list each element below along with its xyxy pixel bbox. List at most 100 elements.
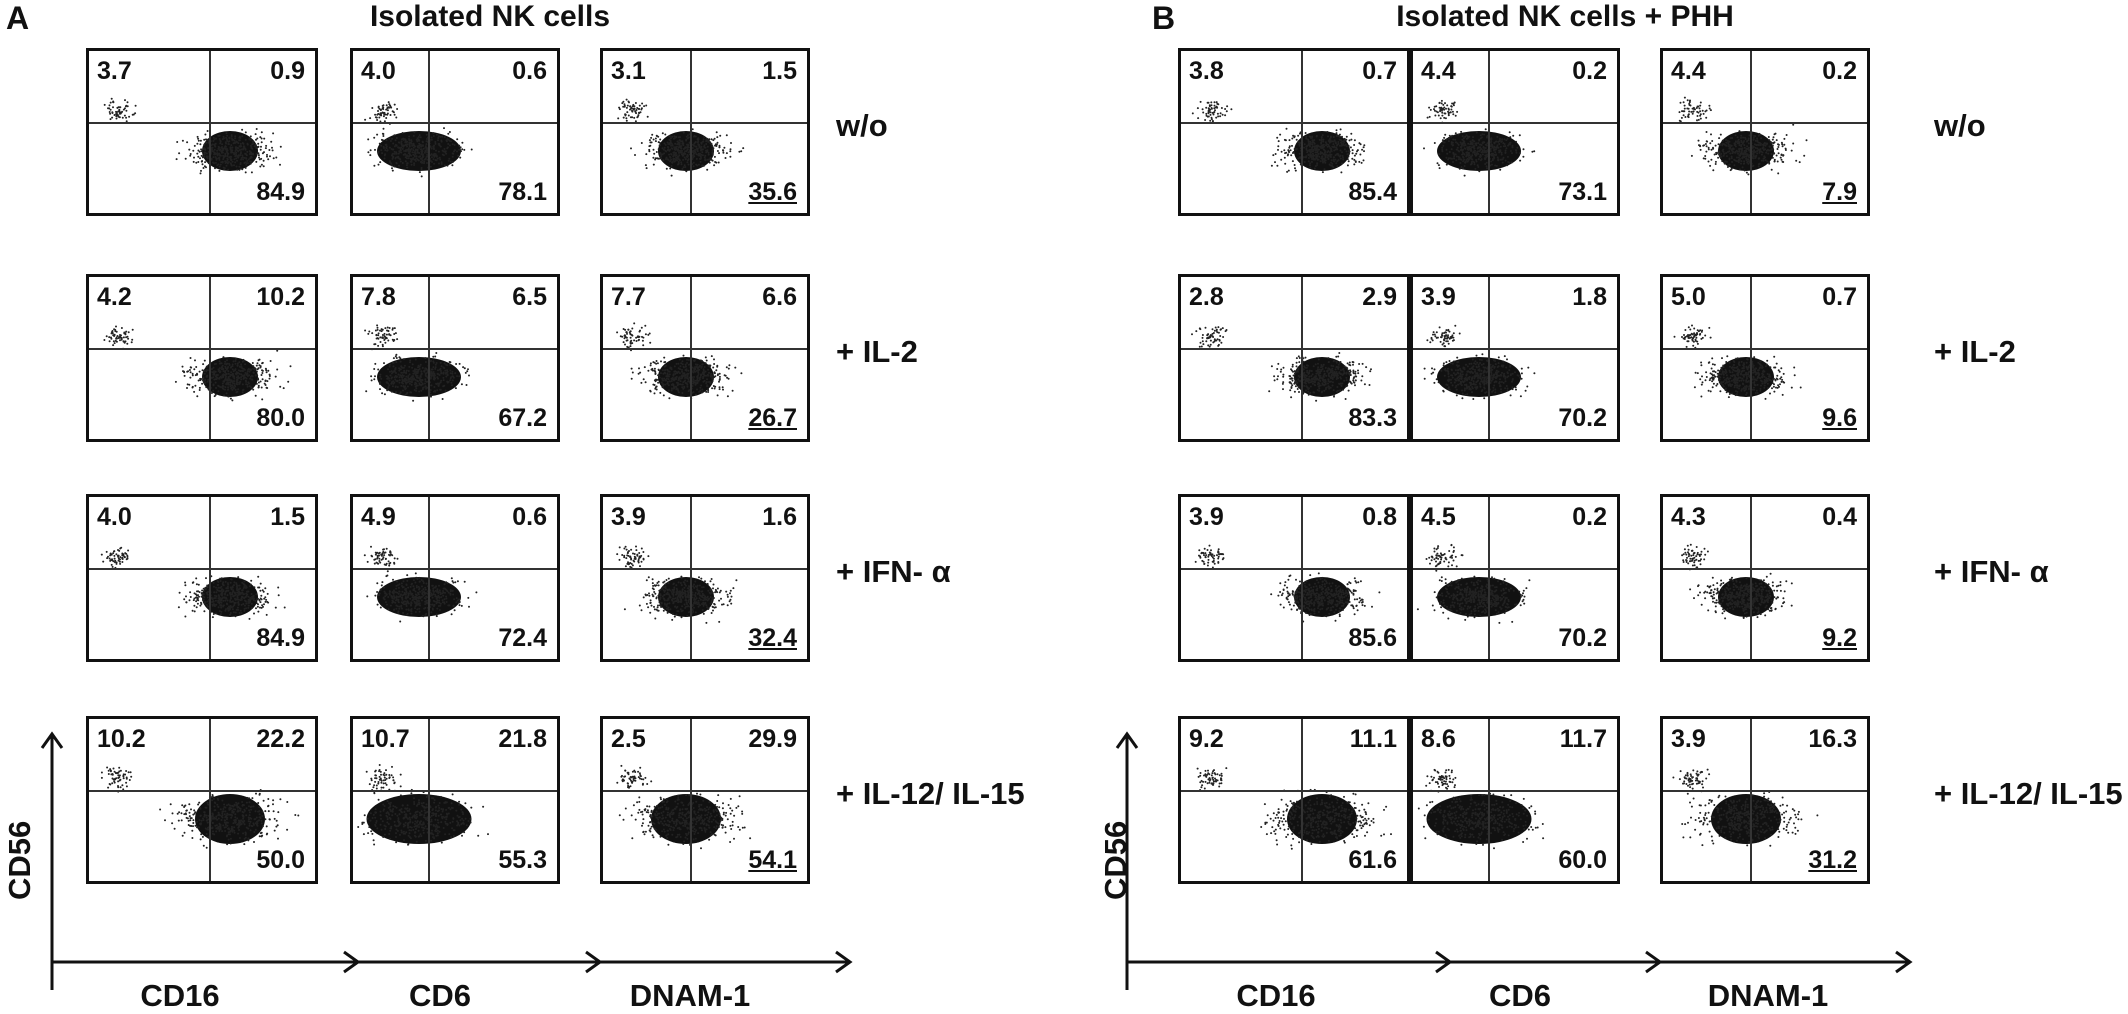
x-axis-arrow [598,950,853,974]
flow-plot: 4.0 1.5 84.9 [86,494,318,662]
x-axis-label: CD6 [1488,978,1551,1013]
scatter-dots [353,277,557,439]
quadrant-upper-left-value: 4.3 [1671,503,1706,531]
flow-plot: 3.9 1.8 70.2 [1410,274,1620,442]
flow-plot: 2.5 29.9 54.1 [600,716,810,884]
quadrant-lower-right-value: 67.2 [498,404,547,432]
condition-label: + IL-2 [1934,334,2016,369]
quadrant-upper-left-value: 2.5 [611,725,646,753]
quadrant-upper-right-value: 1.5 [270,503,305,531]
y-axis-label: CD56 [2,820,37,900]
quadrant-upper-left-value: 5.0 [1671,283,1706,311]
flow-plot: 10.7 21.8 55.3 [350,716,560,884]
x-axis-arrow [52,950,361,974]
event-dots [103,325,292,402]
event-dots [1678,96,1808,176]
condition-label: + IFN- α [1934,554,2049,589]
quadrant-lower-right-value: 80.0 [256,404,305,432]
quadrant-upper-right-value: 0.6 [512,503,547,531]
quadrant-upper-right-value: 1.8 [1572,283,1607,311]
flow-plot: 4.3 0.4 9.2 [1660,494,1870,662]
flow-plot: 4.2 10.2 80.0 [86,274,318,442]
y-axis-arrow [40,731,64,990]
quadrant-upper-right-value: 10.2 [256,283,305,311]
scatter-dots [603,719,807,881]
event-dots [1194,544,1381,623]
quadrant-upper-left-value: 3.9 [1189,503,1224,531]
quadrant-upper-left-value: 4.2 [97,283,132,311]
quadrant-upper-left-value: 8.6 [1421,725,1456,753]
scatter-dots [1181,719,1407,881]
scatter-dots [89,51,315,213]
quadrant-upper-right-value: 0.6 [512,57,547,85]
quadrant-upper-right-value: 1.5 [762,57,797,85]
scatter-dots [1663,719,1867,881]
scatter-dots [1181,277,1407,439]
quadrant-upper-left-value: 4.4 [1671,57,1706,85]
quadrant-upper-left-value: 3.9 [611,503,646,531]
flow-plot: 3.1 1.5 35.6 [600,48,810,216]
scatter-dots [603,277,807,439]
quadrant-upper-left-value: 4.5 [1421,503,1456,531]
event-dots [616,764,752,850]
quadrant-upper-left-value: 4.0 [361,57,396,85]
flow-plot: 7.8 6.5 67.2 [350,274,560,442]
event-dots [616,322,743,400]
x-axis-label: CD16 [1236,978,1316,1013]
scatter-dots [1663,497,1867,659]
quadrant-upper-right-value: 2.9 [1362,283,1397,311]
flow-plot: 3.9 16.3 31.2 [1660,716,1870,884]
quadrant-upper-right-value: 0.4 [1822,503,1857,531]
scatter-dots [603,51,807,213]
quadrant-lower-right-value: 60.0 [1558,846,1607,874]
quadrant-upper-right-value: 1.6 [762,503,797,531]
scatter-dots [1181,51,1407,213]
event-dots [1191,100,1366,174]
quadrant-upper-left-value: 4.0 [97,503,132,531]
flow-plot: 4.9 0.6 72.4 [350,494,560,662]
quadrant-lower-right-value: 78.1 [498,178,547,206]
quadrant-lower-right-value: 84.9 [256,178,305,206]
event-dots [357,764,489,846]
quadrant-upper-right-value: 22.2 [256,725,305,753]
quadrant-upper-left-value: 7.8 [361,283,396,311]
quadrant-lower-right-value: 70.2 [1558,404,1607,432]
flow-plot: 10.2 22.2 50.0 [86,716,318,884]
flow-plot: 3.7 0.9 84.9 [86,48,318,216]
x-axis-label: CD6 [408,978,471,1013]
scatter-dots [353,719,557,881]
quadrant-upper-right-value: 0.7 [1822,283,1857,311]
scatter-dots [1663,51,1867,213]
scatter-dots [1413,277,1617,439]
quadrant-lower-right-value: 9.2 [1822,624,1857,652]
quadrant-upper-left-value: 3.7 [97,57,132,85]
population-cluster [377,131,461,171]
flow-plot: 8.6 11.7 60.0 [1410,716,1620,884]
quadrant-upper-left-value: 3.1 [611,57,646,85]
x-axis-arrow [1394,950,1663,974]
event-dots [1191,326,1372,402]
x-axis-label: CD16 [140,978,220,1013]
scatter-dots [353,51,557,213]
y-axis-arrow [1115,731,1139,990]
x-axis-label: DNAM-1 [1707,978,1829,1013]
flow-plot: 4.4 0.2 7.9 [1660,48,1870,216]
quadrant-lower-right-value: 26.7 [748,404,797,432]
event-dots [1196,767,1392,850]
quadrant-upper-right-value: 0.2 [1572,503,1607,531]
quadrant-upper-left-value: 4.9 [361,503,396,531]
panel-letter: B [1152,0,1176,36]
quadrant-upper-right-value: 0.9 [270,57,305,85]
flow-plot: 3.8 0.7 85.4 [1178,48,1410,216]
quadrant-upper-left-value: 7.7 [611,283,646,311]
y-axis-label: CD56 [1098,820,1133,900]
quadrant-upper-right-value: 11.7 [1559,725,1607,753]
quadrant-lower-right-value: 7.9 [1822,178,1857,206]
quadrant-upper-left-value: 3.9 [1421,283,1456,311]
flow-plot: 5.0 0.7 9.6 [1660,274,1870,442]
quadrant-upper-left-value: 2.8 [1189,283,1224,311]
scatter-dots [89,277,315,439]
quadrant-upper-left-value: 9.2 [1189,725,1224,753]
quadrant-upper-right-value: 0.2 [1572,57,1607,85]
quadrant-lower-right-value: 55.3 [498,846,547,874]
